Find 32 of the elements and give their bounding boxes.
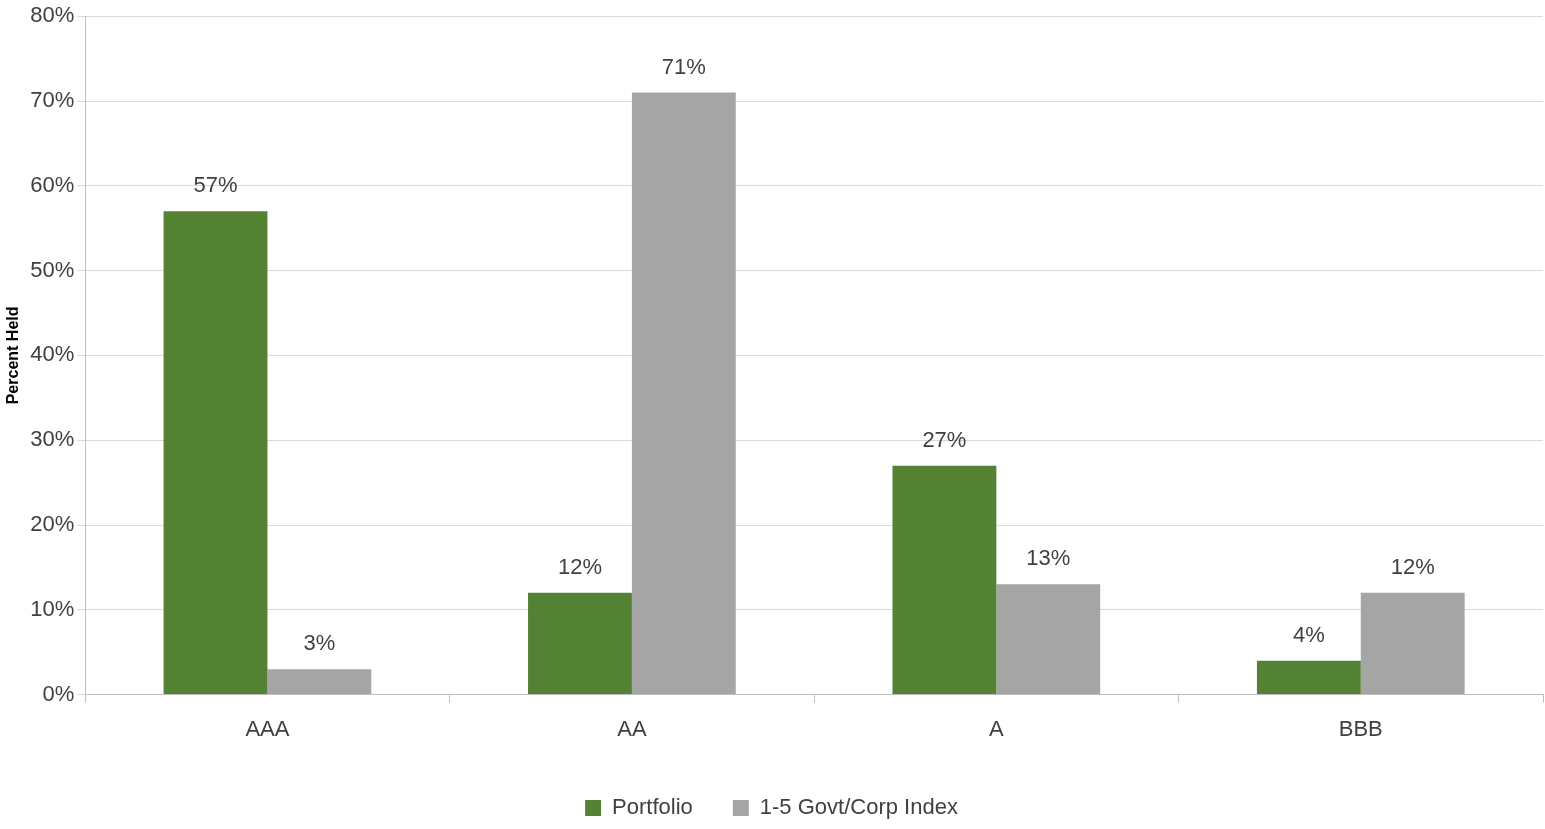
legend-label: 1-5 Govt/Corp Index	[759, 794, 958, 820]
bar	[631, 92, 736, 695]
x-tick-label: A	[988, 715, 1004, 741]
data-label: 71%	[661, 53, 706, 79]
y-tick-label: 40%	[30, 341, 75, 367]
x-tick-label: AA	[617, 715, 647, 741]
y-tick-label: 10%	[30, 595, 75, 621]
x-tick-label: BBB	[1338, 715, 1383, 741]
data-label: 57%	[193, 172, 238, 198]
y-tick-label: 50%	[30, 256, 75, 282]
bar	[1256, 660, 1361, 695]
data-label: 4%	[1292, 621, 1325, 647]
data-label: 12%	[1390, 553, 1435, 579]
data-label: 3%	[303, 630, 336, 656]
bar	[267, 669, 372, 695]
bar	[528, 592, 632, 695]
data-label: 27%	[922, 426, 967, 452]
y-tick-label: 0%	[42, 680, 75, 706]
x-tick-label: AAA	[245, 715, 290, 741]
bar	[892, 465, 997, 695]
data-label: 13%	[1026, 545, 1071, 571]
y-tick-label: 80%	[30, 2, 75, 28]
y-tick-label: 70%	[30, 87, 75, 113]
bar	[1360, 592, 1465, 695]
legend-label: Portfolio	[612, 794, 693, 820]
y-tick-label: 30%	[30, 426, 75, 452]
data-label: 12%	[557, 553, 602, 579]
bar	[996, 584, 1101, 695]
bar	[163, 211, 268, 695]
y-axis-title: Percent Held	[4, 306, 22, 405]
y-tick-label: 60%	[30, 171, 75, 197]
y-tick-label: 20%	[30, 511, 75, 537]
